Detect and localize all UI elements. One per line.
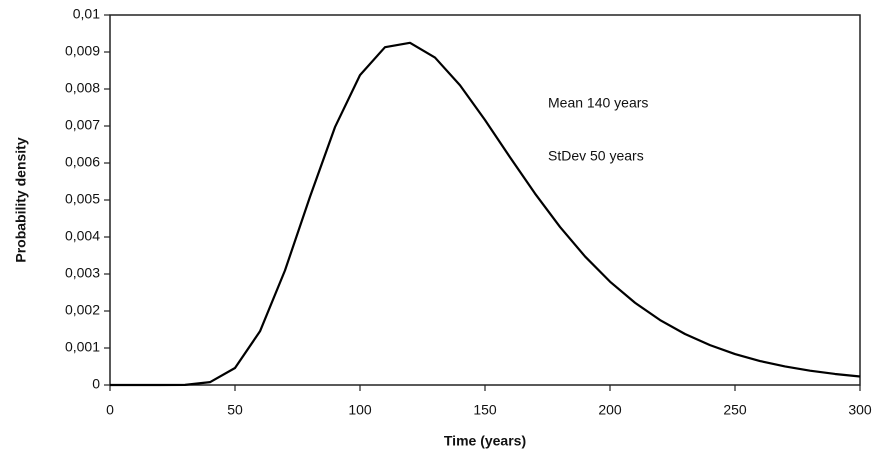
y-tick-label: 0,008 [65, 80, 100, 96]
y-tick-label: 0,002 [65, 302, 100, 318]
plot-frame [109, 14, 861, 386]
x-tick-label: 200 [598, 402, 622, 418]
y-tick-label: 0,007 [65, 117, 100, 133]
annotation: Mean 140 years [548, 95, 648, 111]
x-tick-label: 150 [473, 402, 497, 418]
y-tick-label: 0 [92, 376, 100, 392]
line-series [110, 41, 861, 387]
x-axis-label: Time (years) [444, 433, 526, 449]
x-tick-label: 50 [227, 402, 243, 418]
y-axis-label: Probability density [13, 137, 29, 262]
y-tick-label: 0,005 [65, 191, 100, 207]
x-tick-label: 250 [723, 402, 747, 418]
y-tick-label: 0,01 [73, 6, 100, 22]
y-tick-label: 0,003 [65, 265, 100, 281]
y-tick-label: 0,009 [65, 43, 100, 59]
y-tick-label: 0,006 [65, 154, 100, 170]
x-tick-label: 0 [106, 402, 114, 418]
x-tick-label: 100 [348, 402, 372, 418]
y-tick-label: 0,004 [65, 228, 100, 244]
x-tick-label: 300 [848, 402, 872, 418]
annotation: StDev 50 years [548, 148, 644, 164]
y-tick-label: 0,001 [65, 339, 100, 355]
